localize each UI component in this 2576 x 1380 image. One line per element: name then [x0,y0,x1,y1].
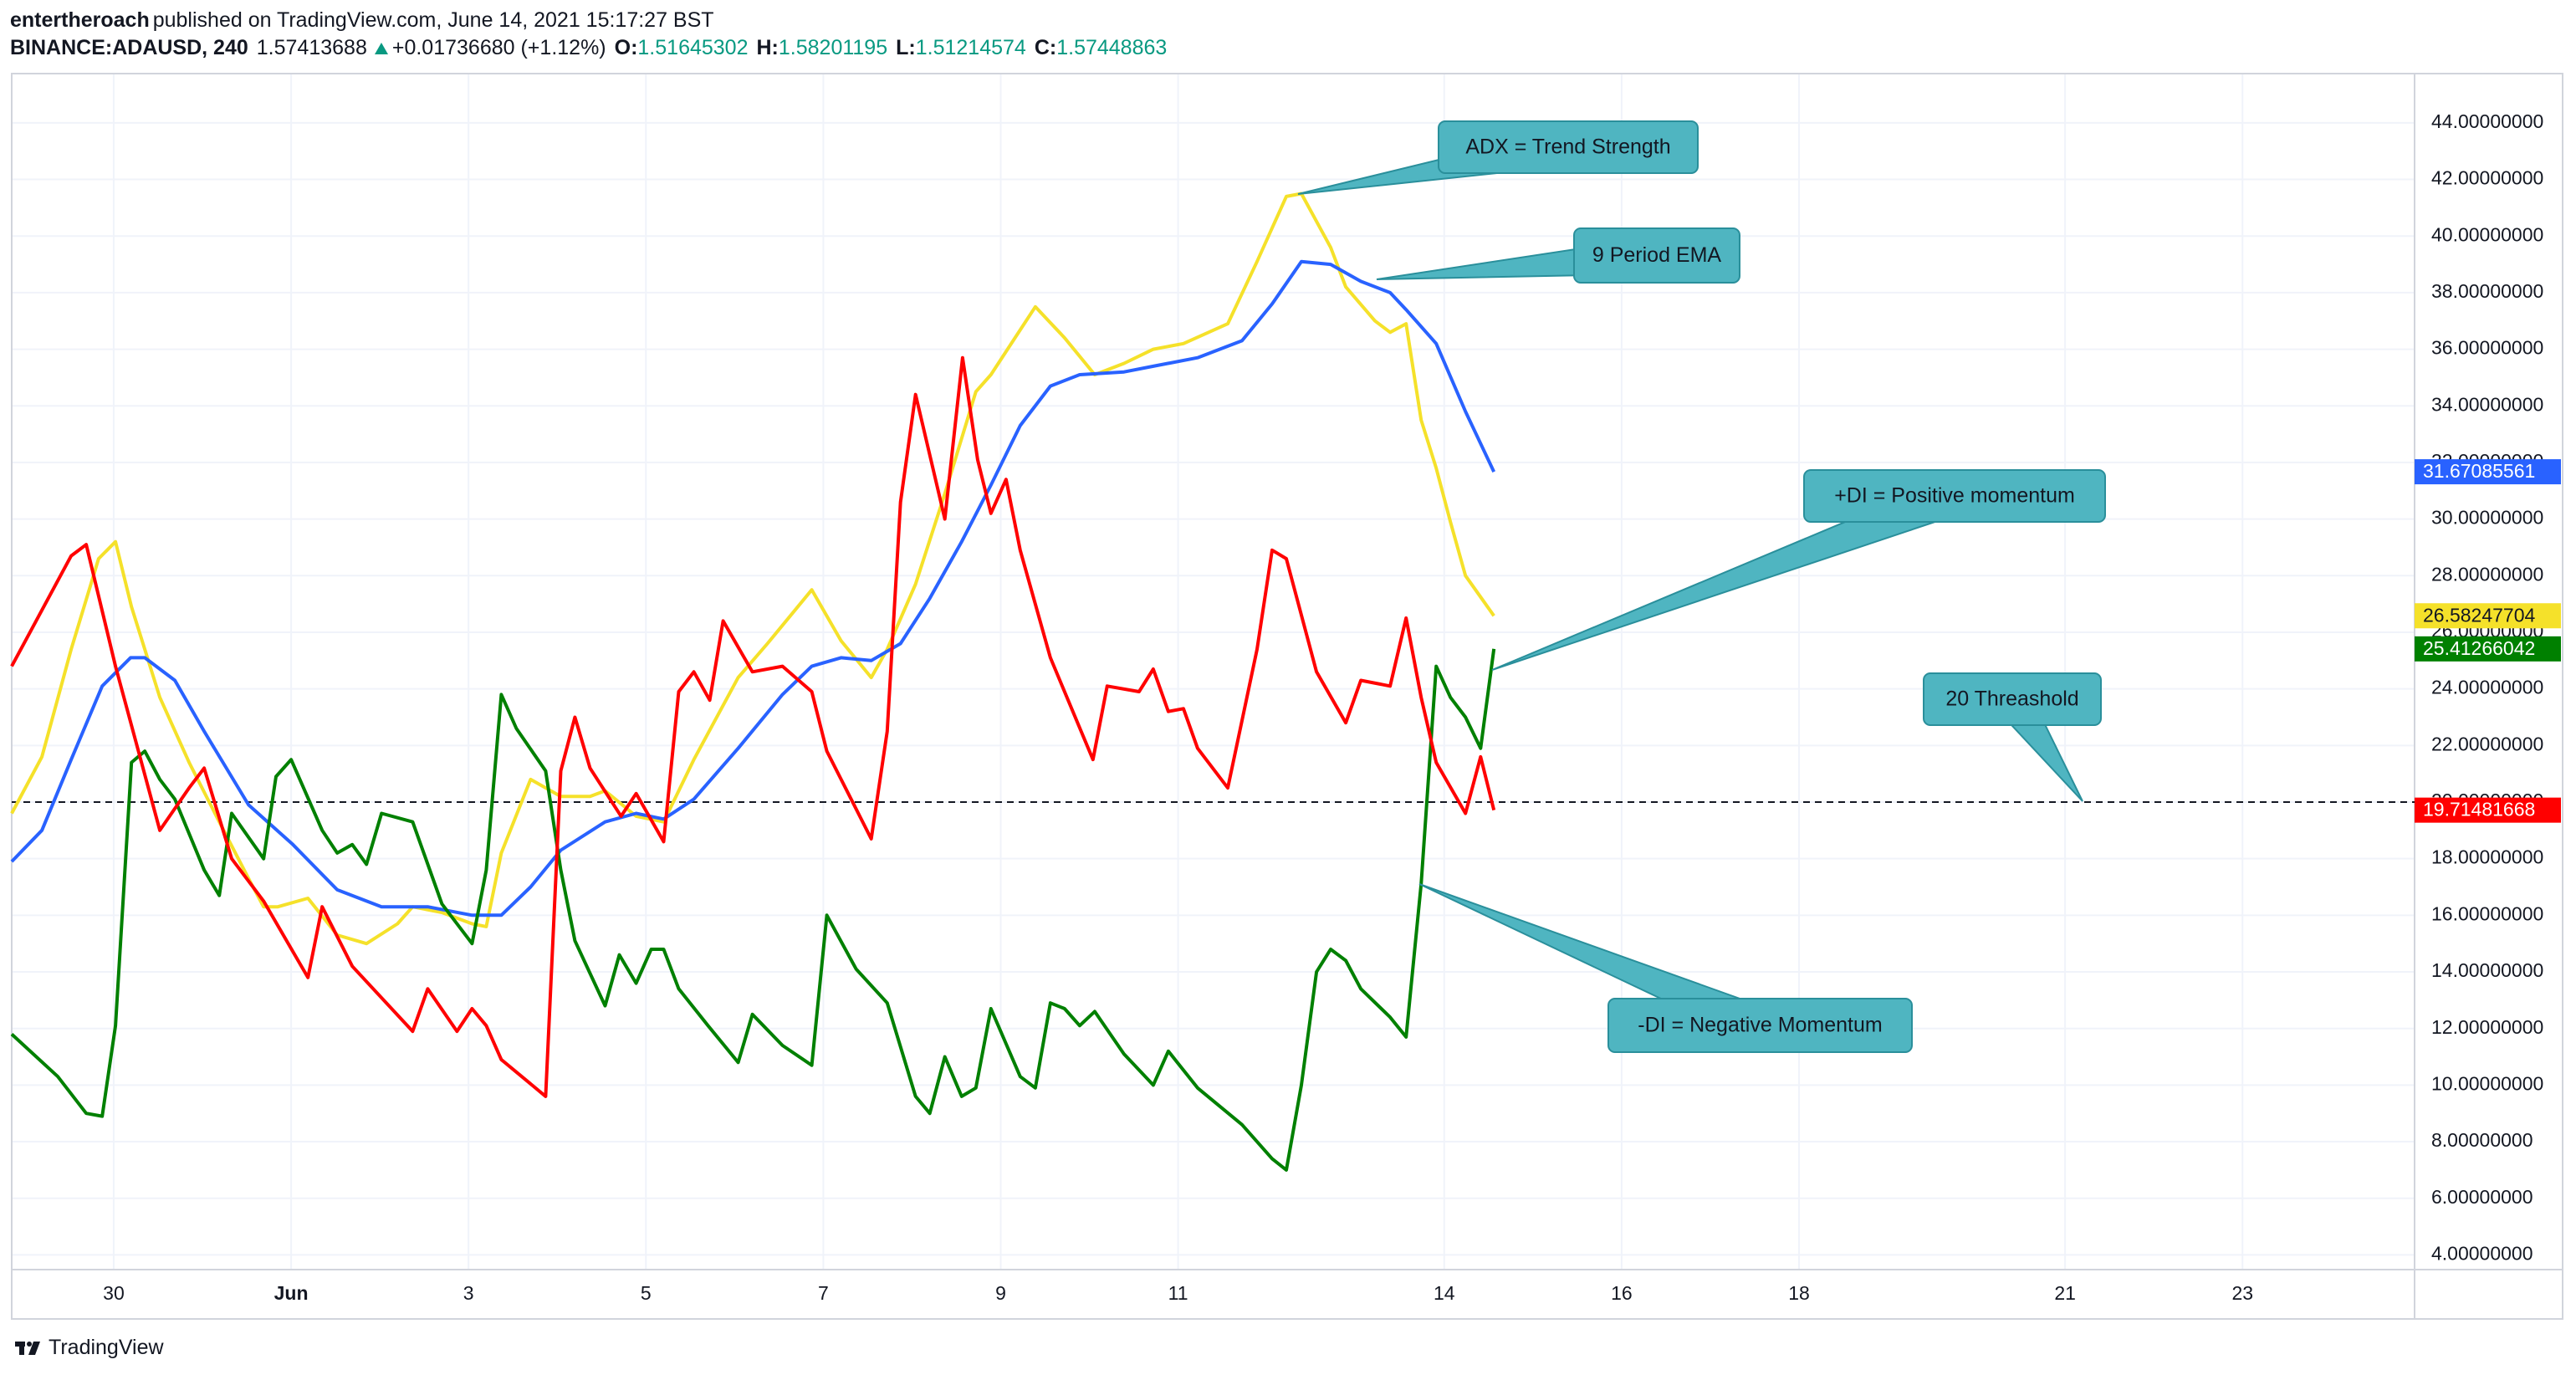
footer: TradingView [15,1336,164,1360]
series-line [10,648,1496,1172]
price-label: 31.67085561 [2423,460,2535,482]
callout-box [1803,469,2106,523]
price-label: 25.41266042 [2423,637,2535,659]
ohlc-value: 1.58201195 [778,36,888,59]
published: published on TradingView.com, June 14, 2… [152,8,714,32]
ohlc-label: O: [614,36,638,59]
annotation: +DI = Positive momentum [1834,484,2075,508]
price-label: 26.58247704 [2423,604,2536,626]
annotation: 20 Threashold [1945,687,2078,711]
price-label-bg [2415,797,2561,823]
price-label-bg [2415,636,2561,662]
x-tick-label: 18 [1788,1282,1810,1304]
x-tick-label: 23 [2231,1282,2253,1304]
logo [15,1341,40,1355]
y-tick-label: 4.00000000 [2431,1242,2533,1264]
y-tick-label: 16.00000000 [2431,902,2543,924]
y-tick-label: 8.00000000 [2431,1129,2533,1151]
y-tick-label: 30.00000000 [2431,507,2543,529]
symbol-line: BINANCE:ADAUSD, 240 1.57413688 +0.017366… [10,34,1167,62]
callout-box [1923,672,2102,726]
y-tick-label: 24.00000000 [2431,677,2543,698]
ohlc: O: 1.51645302 H: 1.58201195 L: 1.51214574 C: 1.… [606,34,1168,62]
x-tick-label: 9 [995,1282,1006,1304]
ohlc-label: C: [1034,36,1057,59]
y-tick-label: 36.00000000 [2431,337,2543,359]
y-tick-label: 14.00000000 [2431,959,2543,981]
chart: 30 Jun 3 5 7 9 11 14 16 18 21 23 4.00000000 6.0000000… [10,73,2563,1320]
price-label-bg [2415,603,2561,629]
x-tick-label: Jun [274,1282,309,1304]
publish-line: entertheroach published on TradingView.c… [10,7,1167,34]
y-tick-label: 42.00000000 [2431,167,2543,189]
ohlc-value: 1.57448863 [1056,36,1168,59]
callout-box [1607,998,1913,1053]
ohlc-label: L: [896,36,916,59]
x-tick-label: 14 [1434,1282,1455,1304]
up-icon [374,42,388,54]
y-tick-label: 12.00000000 [2431,1016,2543,1038]
y-tick-label: 38.00000000 [2431,280,2543,302]
callout-box [1573,227,1740,284]
y-tick-label: 22.00000000 [2431,733,2543,754]
change: +0.01736680 (+1.12%) [391,36,606,59]
y-tick-label: 40.00000000 [2431,223,2543,245]
annotation: 9 Period EMA [1592,243,1722,267]
y-tick-label: 10.00000000 [2431,1072,2543,1094]
price-label: 19.71481668 [2423,799,2535,820]
x-tick-label: 30 [103,1282,125,1304]
header: entertheroach published on TradingView.c… [10,7,1167,62]
ohlc-label: H: [756,36,779,59]
price-label-bg [2415,459,2561,485]
last-price: 1.57413688 [256,36,367,59]
y-tick-label: 28.00000000 [2431,563,2543,585]
x-tick-label: 5 [641,1282,652,1304]
callout-box [1438,120,1699,174]
y-tick-label: 18.00000000 [2431,846,2543,868]
x-tick-label: 21 [2054,1282,2076,1304]
symbol: BINANCE:ADAUSD, 240 [10,36,248,59]
y-tick-label: 44.00000000 [2431,110,2543,132]
frame [11,73,2563,1320]
brand: TradingView [49,1336,164,1359]
ohlc-value: 1.51645302 [637,36,749,59]
ohlc-value: 1.51214574 [915,36,1026,59]
y-tick-label: 34.00000000 [2431,393,2543,415]
author: entertheroach [10,8,150,32]
x-tick-label: 11 [1168,1282,1188,1304]
y-tick-label: 6.00000000 [2431,1186,2533,1208]
annotation: -DI = Negative Momentum [1638,1014,1882,1037]
x-tick-label: 7 [818,1282,829,1304]
x-tick-label: 16 [1611,1282,1633,1304]
series-line [10,355,1496,1098]
annotation: ADX = Trend Strength [1465,135,1670,159]
x-tick-label: 3 [463,1282,474,1304]
